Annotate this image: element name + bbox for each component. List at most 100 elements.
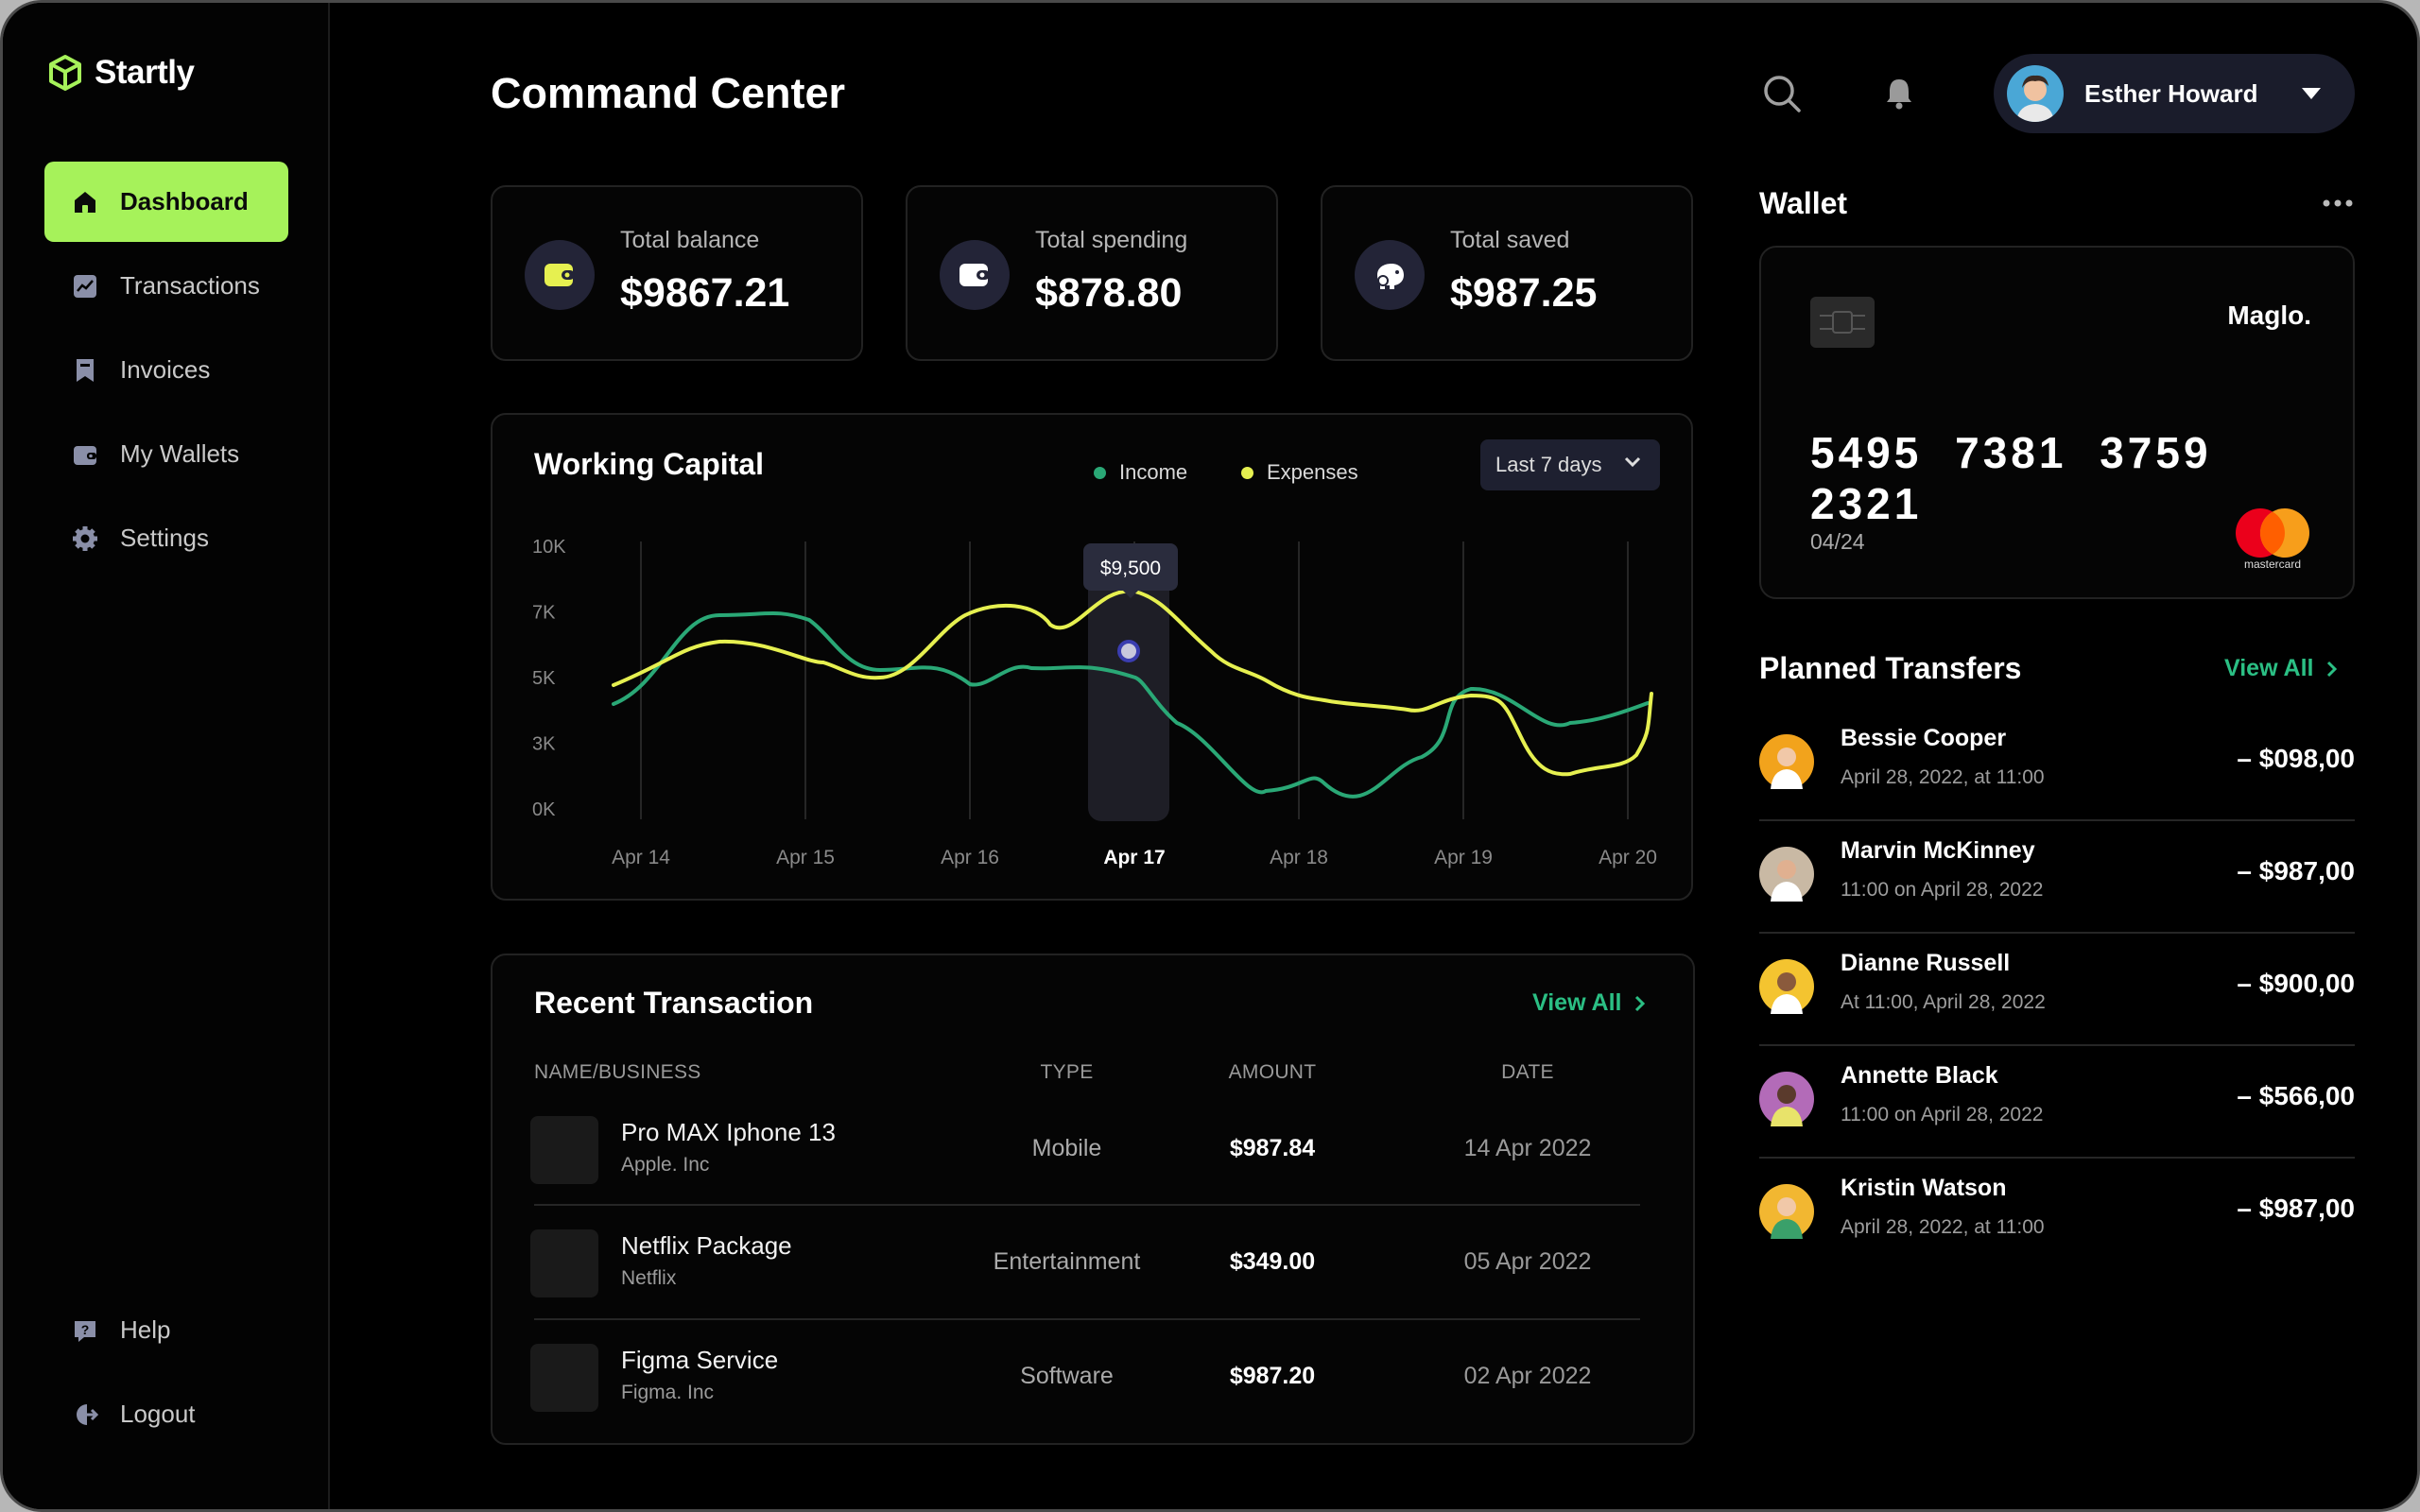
row-divider — [1759, 819, 2355, 821]
chip-icon — [1810, 297, 1875, 348]
search-icon[interactable] — [1761, 73, 1803, 114]
legend-label: Expenses — [1267, 460, 1358, 484]
transfer-name: Kristin Watson — [1841, 1175, 2007, 1201]
stat-label: Total balance — [620, 227, 760, 253]
x-tick-label: Apr 20 — [1599, 847, 1657, 868]
user-name: Esther Howard — [2084, 78, 2258, 108]
transfer-item[interactable]: Bessie Cooper April 28, 2022, at 11:00 –… — [1759, 710, 2355, 821]
user-menu[interactable]: Esther Howard — [1994, 54, 2355, 133]
transaction-type: Mobile — [1031, 1135, 1102, 1161]
x-tick-label: Apr 19 — [1434, 847, 1493, 868]
card-expiry: 04/24 — [1810, 529, 1865, 554]
row-divider — [534, 1204, 1640, 1206]
stat-label: Total spending — [1035, 227, 1188, 253]
svg-text:?: ? — [81, 1322, 90, 1337]
y-axis-labels: 10K 7K 5K 3K 0K — [532, 537, 566, 820]
mastercard-logo-icon — [2236, 508, 2309, 558]
sidebar-item-transactions[interactable]: Transactions — [44, 246, 288, 326]
column-header-type: TYPE — [1040, 1061, 1094, 1083]
sidebar-item-label: Settings — [120, 524, 209, 552]
chevron-right-icon — [1635, 995, 1646, 1011]
x-tick-label: Apr 17 — [1103, 847, 1165, 868]
thumbnail — [530, 1116, 598, 1184]
avatar — [2007, 65, 2064, 122]
table-row[interactable]: Pro MAX Iphone 13 Apple. Inc Mobile $987… — [530, 1101, 1660, 1212]
avatar — [1759, 959, 1814, 1014]
sidebar-nav: Dashboard Transactions Invoices My Walle… — [44, 162, 288, 582]
legend-label: Income — [1119, 460, 1188, 484]
y-tick-label: 5K — [532, 668, 556, 689]
x-tick-label: Apr 15 — [776, 847, 835, 868]
transaction-name: Netflix Package — [621, 1231, 792, 1260]
transaction-business: Apple. Inc — [621, 1154, 710, 1176]
row-divider — [534, 1318, 1640, 1320]
table-row[interactable]: Netflix Package Netflix Entertainment $3… — [530, 1214, 1660, 1326]
caret-down-icon — [2302, 88, 2321, 99]
planned-transfers-title: Planned Transfers — [1759, 651, 2022, 685]
tooltip: $9,500 — [1083, 543, 1178, 598]
stat-card-total-balance: Total balance $9867.21 — [491, 185, 863, 361]
transfer-name: Bessie Cooper — [1841, 725, 2007, 751]
sidebar-footer: ? Help Logout — [44, 1290, 288, 1458]
gear-icon — [73, 525, 97, 551]
x-tick-label: Apr 14 — [612, 847, 670, 868]
sidebar-item-label: Dashboard — [120, 187, 249, 215]
brand-name: Startly — [95, 54, 195, 91]
row-divider — [1759, 932, 2355, 934]
card-brand: Maglo. — [2227, 301, 2311, 330]
transfer-time: 11:00 on April 28, 2022 — [1841, 1104, 2044, 1125]
date-range-dropdown[interactable]: Last 7 days — [1480, 439, 1660, 490]
transfer-amount: – $098,00 — [2237, 744, 2355, 773]
logout-link[interactable]: Logout — [44, 1374, 288, 1454]
transfer-item[interactable]: Annette Black 11:00 on April 28, 2022 – … — [1759, 1047, 2355, 1159]
card-number: 5495 7381 3759 2321 — [1810, 428, 2212, 528]
transfer-name: Marvin McKinney — [1841, 837, 2035, 864]
wallet-title: Wallet — [1759, 186, 1848, 220]
row-divider — [1759, 1157, 2355, 1159]
transfer-item[interactable]: Dianne Russell At 11:00, April 28, 2022 … — [1759, 935, 2355, 1046]
sidebar-item-my-wallets[interactable]: My Wallets — [44, 414, 288, 494]
y-tick-label: 3K — [532, 734, 556, 755]
legend-dot — [1241, 466, 1253, 479]
transfer-time: 11:00 on April 28, 2022 — [1841, 879, 2044, 901]
transaction-type: Software — [1020, 1363, 1114, 1389]
sidebar-item-dashboard[interactable]: Dashboard — [44, 162, 288, 242]
avatar — [1759, 734, 1814, 789]
stat-card-total-saved: Total saved $987.25 — [1321, 185, 1693, 361]
highlight-point — [1117, 640, 1140, 662]
help-link[interactable]: ? Help — [44, 1290, 288, 1370]
sidebar-item-invoices[interactable]: Invoices — [44, 330, 288, 410]
brand-logo[interactable]: Startly — [47, 54, 195, 92]
transaction-date: 02 Apr 2022 — [1463, 1363, 1592, 1389]
row-divider — [1759, 1044, 2355, 1046]
table-row[interactable]: Figma Service Figma. Inc Software $987.2… — [530, 1329, 1660, 1440]
logout-icon — [77, 1403, 99, 1425]
transfer-item[interactable]: Marvin McKinney 11:00 on April 28, 2022 … — [1759, 822, 2355, 934]
transactions-view-all-link[interactable]: View All — [1532, 989, 1646, 1017]
transfer-item[interactable]: Kristin Watson April 28, 2022, at 11:00 … — [1759, 1160, 2355, 1271]
transfer-amount: – $900,00 — [2237, 969, 2355, 998]
home-icon — [75, 191, 95, 213]
chevron-down-icon — [1624, 456, 1641, 468]
more-options-icon[interactable] — [2321, 192, 2355, 215]
transfer-time: April 28, 2022, at 11:00 — [1841, 1216, 2045, 1238]
sidebar: Startly Dashboard Transactions Invoices … — [3, 3, 330, 1509]
x-tick-label: Apr 16 — [941, 847, 999, 868]
sidebar-item-settings[interactable]: Settings — [44, 498, 288, 578]
recent-transactions-title: Recent Transaction — [534, 986, 814, 1020]
view-all-label: View All — [2224, 655, 2314, 681]
page-title: Command Center — [491, 69, 846, 117]
transfers-view-all-link[interactable]: View All — [2224, 655, 2338, 682]
legend-income: Income — [1094, 460, 1187, 485]
legend-dot — [1094, 466, 1106, 479]
transaction-business: Figma. Inc — [621, 1382, 715, 1403]
transfer-time: At 11:00, April 28, 2022 — [1841, 991, 2046, 1013]
credit-card[interactable]: Maglo. 5495 7381 3759 2321 04/24 masterc… — [1759, 246, 2355, 599]
stat-value: $987.25 — [1450, 270, 1598, 316]
avatar — [1759, 847, 1814, 902]
bell-icon[interactable] — [1878, 73, 1920, 114]
y-tick-label: 7K — [532, 603, 556, 624]
wallet-icon — [940, 240, 1010, 310]
